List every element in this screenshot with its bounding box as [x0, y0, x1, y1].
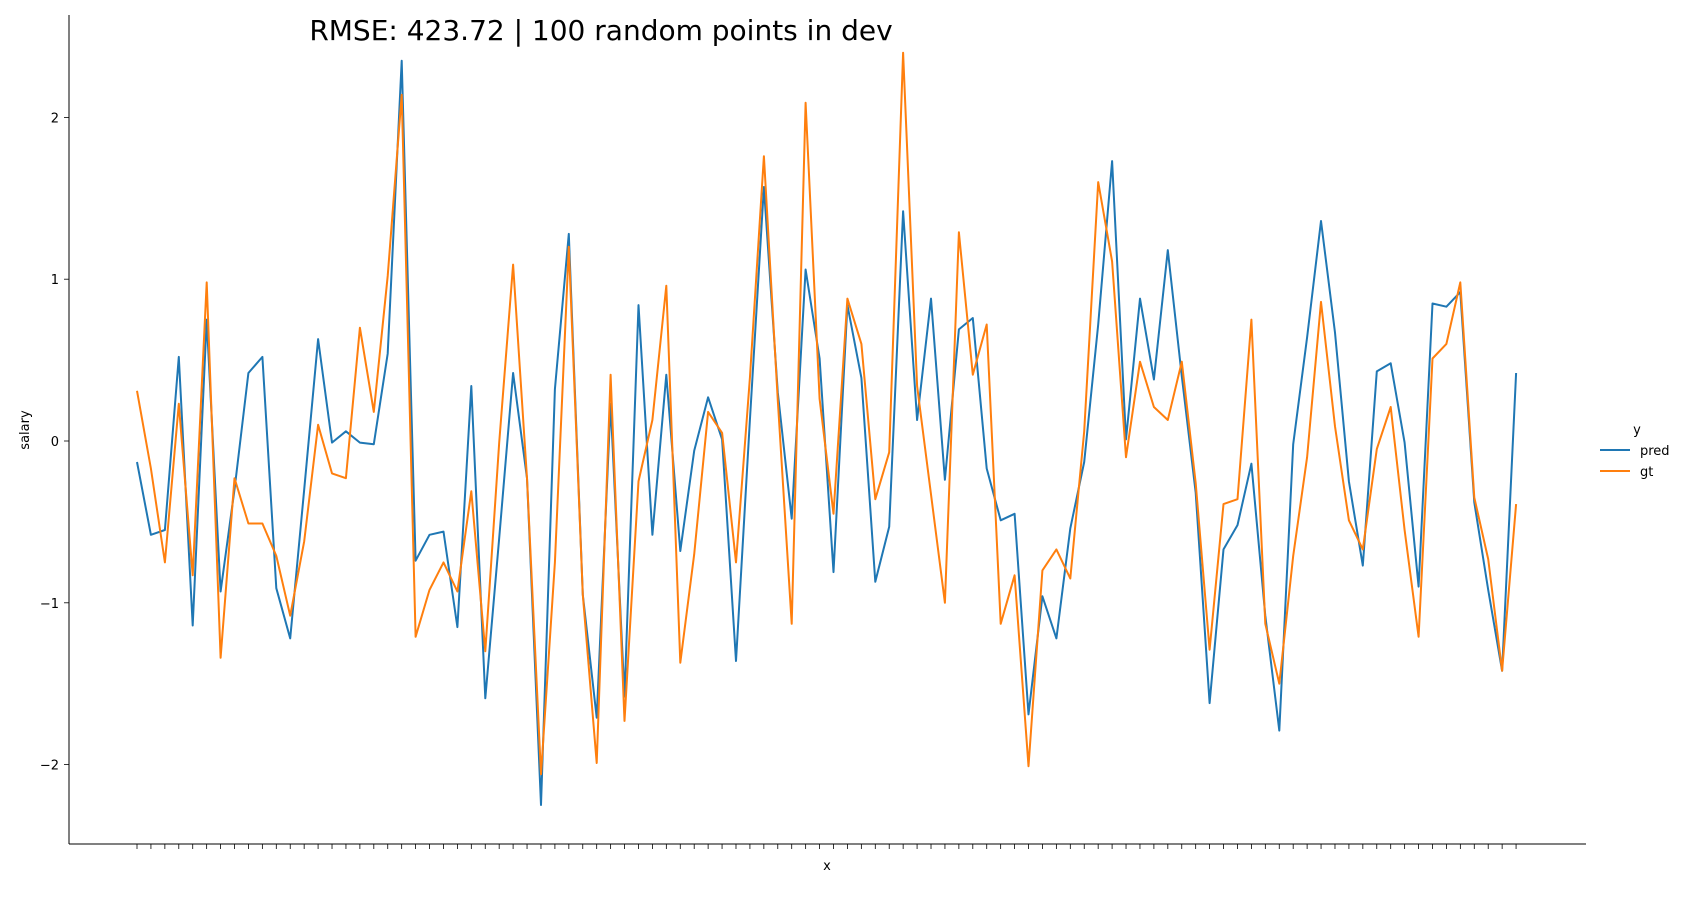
y-tick-label: 0 [51, 435, 59, 450]
legend-title: y [1633, 423, 1641, 438]
y-tick-label: 1 [51, 273, 59, 288]
x-axis-label: x [823, 859, 831, 874]
y-axis-ticks: −2 −1 0 1 2 [40, 111, 69, 774]
y-tick-label: −1 [40, 597, 59, 612]
y-axis-label: salary [18, 410, 33, 450]
x-axis-ticks [136, 844, 1517, 849]
series-line-pred [136, 59, 1518, 806]
chart-title: RMSE: 423.72 | 100 random points in dev [309, 14, 892, 47]
legend-label-pred: pred [1640, 444, 1670, 459]
plot-area [136, 51, 1518, 806]
series-line-gt [136, 51, 1518, 776]
y-tick-label: −2 [40, 759, 59, 774]
legend: y pred gt [1600, 423, 1670, 480]
legend-label-gt: gt [1640, 465, 1653, 480]
y-tick-label: 2 [51, 111, 59, 126]
